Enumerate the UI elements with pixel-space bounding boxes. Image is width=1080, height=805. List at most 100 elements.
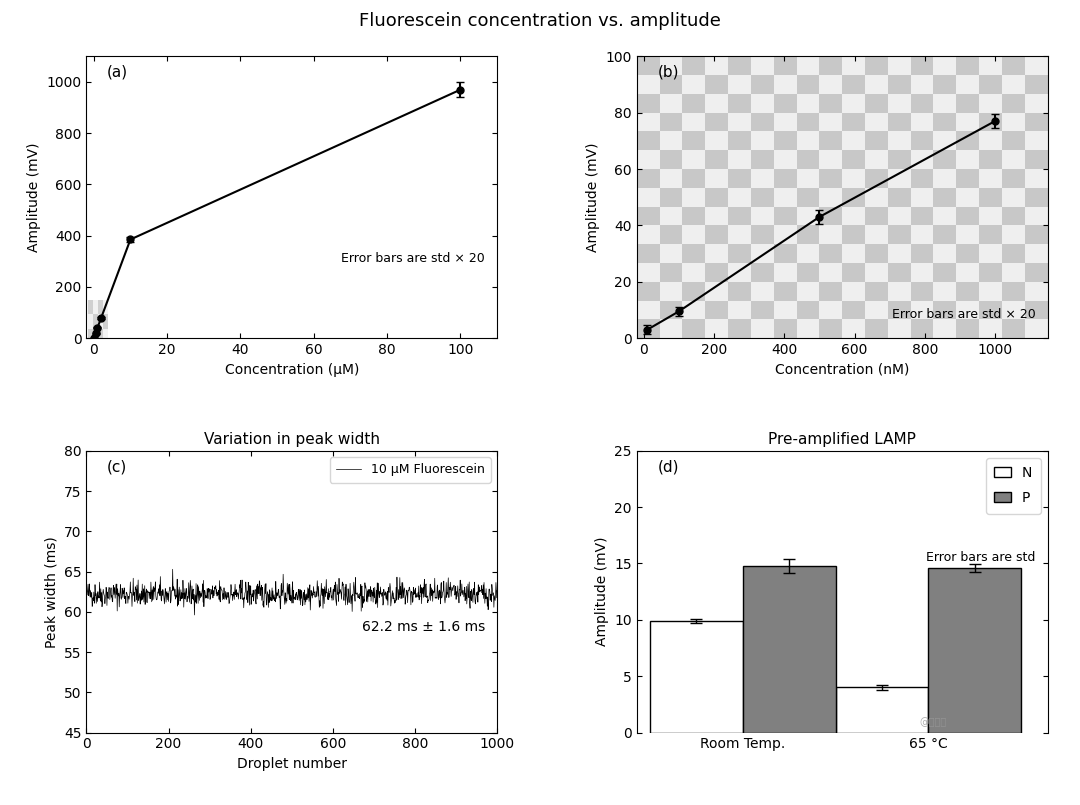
Bar <box>910 131 933 151</box>
Bar <box>865 151 888 169</box>
Bar <box>820 151 842 169</box>
Title: Variation in peak width: Variation in peak width <box>204 431 380 447</box>
Bar <box>797 300 820 320</box>
Bar <box>773 225 797 244</box>
Bar <box>820 113 842 131</box>
Bar <box>1025 56 1048 75</box>
Bar <box>660 207 683 225</box>
Bar <box>797 263 820 282</box>
Bar <box>797 56 820 75</box>
X-axis label: Droplet number: Droplet number <box>237 757 347 771</box>
Bar <box>728 207 751 225</box>
Bar <box>683 151 705 169</box>
Text: (c): (c) <box>107 459 127 474</box>
Bar <box>660 188 683 207</box>
Text: Error bars are std × 20: Error bars are std × 20 <box>891 308 1036 321</box>
Bar <box>980 56 1002 75</box>
Bar <box>728 225 751 244</box>
10 μM Fluorescein <box>80 586 93 596</box>
Bar <box>773 75 797 94</box>
Bar <box>910 188 933 207</box>
Bar <box>683 169 705 188</box>
Bar <box>1025 282 1048 300</box>
Bar <box>683 75 705 94</box>
Bar <box>728 300 751 320</box>
Bar <box>1025 151 1048 169</box>
Bar <box>705 188 728 207</box>
Bar <box>797 320 820 338</box>
Bar <box>751 75 773 94</box>
Bar <box>637 169 660 188</box>
Bar <box>650 621 743 733</box>
Bar <box>980 244 1002 263</box>
Y-axis label: Peak width (ms): Peak width (ms) <box>44 536 58 647</box>
Bar <box>705 263 728 282</box>
Bar <box>797 207 820 225</box>
Bar <box>1025 244 1048 263</box>
Bar <box>888 188 910 207</box>
Bar <box>888 131 910 151</box>
Bar <box>1025 300 1048 320</box>
Bar <box>1002 244 1025 263</box>
10 μM Fluorescein <box>401 598 414 608</box>
Bar <box>820 56 842 75</box>
Bar <box>637 75 660 94</box>
Bar <box>93 314 98 328</box>
Bar <box>910 263 933 282</box>
Bar <box>705 94 728 113</box>
Bar <box>637 244 660 263</box>
Bar <box>660 131 683 151</box>
Bar <box>820 94 842 113</box>
Bar <box>910 75 933 94</box>
Bar <box>980 282 1002 300</box>
Bar <box>888 244 910 263</box>
Bar <box>797 188 820 207</box>
Line: 10 μM Fluorescein: 10 μM Fluorescein <box>86 569 497 615</box>
Bar <box>956 131 980 151</box>
Bar <box>1002 94 1025 113</box>
Bar <box>705 169 728 188</box>
Bar <box>637 188 660 207</box>
Text: Error bars are std × 20: Error bars are std × 20 <box>341 252 485 265</box>
Bar <box>728 94 751 113</box>
Bar <box>773 56 797 75</box>
Bar <box>104 314 108 328</box>
10 μM Fluorescein <box>122 592 135 601</box>
Bar <box>683 207 705 225</box>
Bar <box>1025 263 1048 282</box>
Bar <box>933 94 956 113</box>
Bar <box>797 94 820 113</box>
Bar <box>842 320 865 338</box>
Bar <box>836 687 929 733</box>
Bar <box>660 320 683 338</box>
Bar <box>933 56 956 75</box>
Bar <box>980 151 1002 169</box>
Bar <box>865 282 888 300</box>
Bar <box>842 131 865 151</box>
Bar <box>980 225 1002 244</box>
Bar <box>820 207 842 225</box>
Bar <box>751 113 773 131</box>
Bar <box>751 94 773 113</box>
Bar <box>910 94 933 113</box>
Bar <box>660 263 683 282</box>
Bar <box>683 188 705 207</box>
Text: @微流控: @微流控 <box>919 717 946 727</box>
Bar <box>933 320 956 338</box>
Bar <box>910 300 933 320</box>
Bar <box>842 169 865 188</box>
Bar <box>797 113 820 131</box>
10 μM Fluorescein <box>261 603 274 613</box>
Bar <box>797 151 820 169</box>
Bar <box>98 299 104 314</box>
Bar <box>865 113 888 131</box>
Bar <box>910 113 933 131</box>
Bar <box>1002 320 1025 338</box>
Bar <box>728 244 751 263</box>
Bar <box>933 282 956 300</box>
Bar <box>773 207 797 225</box>
Bar <box>980 131 1002 151</box>
Bar <box>705 282 728 300</box>
Bar <box>1002 131 1025 151</box>
Bar <box>910 282 933 300</box>
